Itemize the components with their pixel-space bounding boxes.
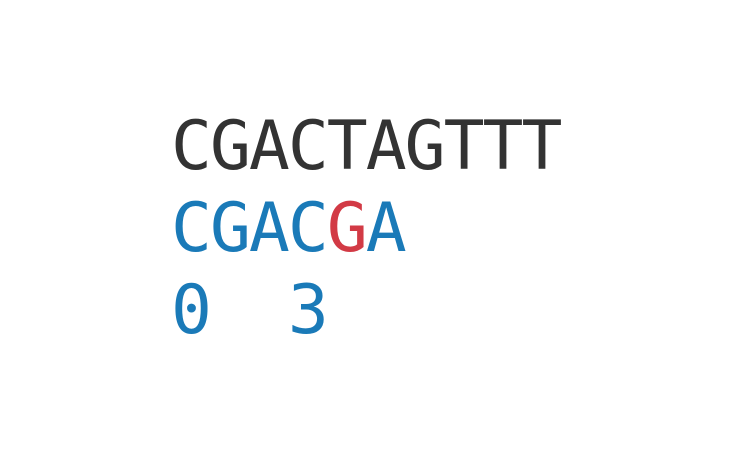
pattern-char-mismatch: G	[326, 189, 368, 268]
pattern-sequence: CGACGA	[171, 188, 560, 270]
pattern-char-match: C	[287, 189, 329, 268]
text-sequence: CGACTAGTTT	[171, 107, 562, 186]
pattern-char-match: A	[365, 189, 407, 268]
pattern-char-match: A	[248, 189, 290, 268]
shift-index: 0	[171, 271, 212, 350]
string-matching-diagram: CGACTAGTTT CGACGA 0 3	[171, 106, 562, 352]
shift-index: 3	[287, 271, 329, 350]
pattern-char-match: C	[171, 189, 212, 268]
shift-indices: 0 3	[171, 270, 560, 352]
pattern-char-match: G	[209, 189, 251, 268]
